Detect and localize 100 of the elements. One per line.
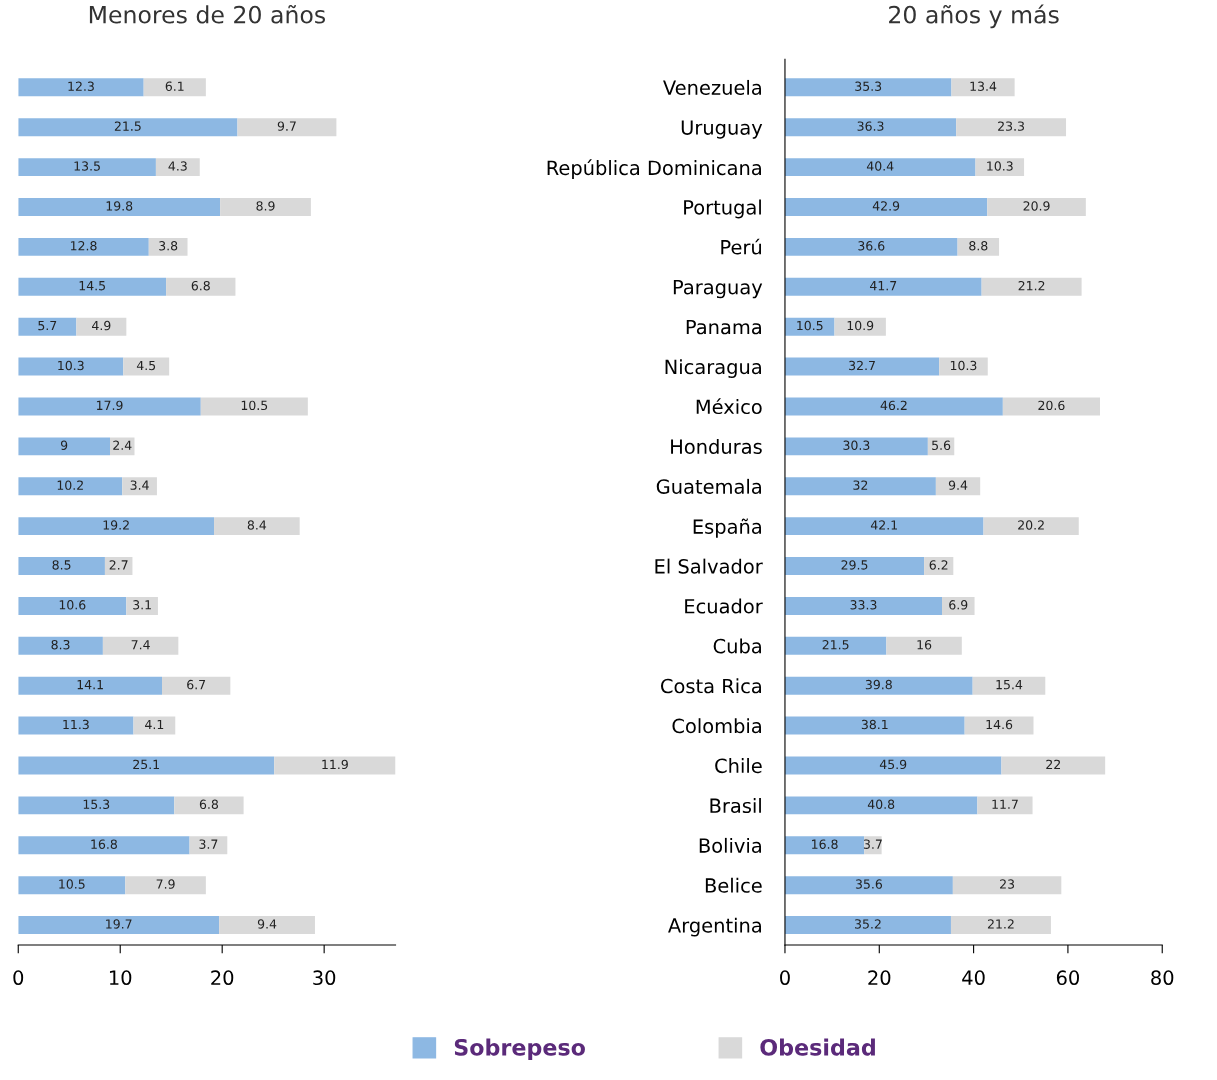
data-label: 11.9 (322, 759, 348, 770)
y-tick-label: México (696, 398, 762, 415)
data-label: 10.3 (987, 161, 1013, 171)
data-label: 8.4 (247, 520, 267, 530)
y-tick-label: Brasil (710, 797, 761, 814)
bar (784, 397, 1003, 416)
data-label: 3.7 (863, 839, 882, 849)
y-tick-label: El Salvador (655, 558, 763, 574)
data-label: 4.5 (136, 360, 156, 371)
bar (952, 876, 1062, 895)
data-label: 32.7 (849, 360, 875, 371)
bar (102, 636, 179, 655)
data-label: 2.4 (113, 440, 132, 450)
data-label: 42.9 (872, 201, 900, 211)
data-label: 20.6 (1038, 400, 1065, 411)
data-label: 4.3 (168, 161, 187, 171)
bar (214, 517, 300, 536)
x-tick-label: 0 (780, 970, 790, 986)
data-label: 10.5 (797, 320, 823, 331)
bar (784, 676, 973, 695)
bar (18, 118, 238, 137)
bar (784, 716, 965, 735)
bar (220, 198, 311, 216)
bar (784, 557, 925, 575)
bar (886, 636, 962, 655)
bar (977, 796, 1033, 815)
data-label: 35.2 (855, 919, 881, 929)
x-tick-label: 10 (109, 970, 132, 986)
data-label: 10.2 (57, 480, 83, 490)
bar (18, 477, 123, 496)
bar (972, 676, 1046, 695)
data-label: 3.7 (199, 839, 218, 849)
bar (18, 78, 144, 97)
data-label: 23 (1000, 879, 1015, 889)
data-label: 9.7 (277, 121, 296, 131)
data-label: 19.8 (106, 201, 133, 211)
bar (784, 916, 951, 935)
y-tick-label: Cuba (713, 638, 761, 654)
y-tick-label: Panama (686, 319, 761, 335)
y-tick-label: España (693, 518, 761, 538)
bar (983, 517, 1079, 536)
bar (939, 357, 988, 376)
data-label: 8.5 (52, 560, 71, 570)
data-label: 17.9 (96, 400, 123, 411)
y-tick-label: Portugal (684, 199, 761, 219)
bar (784, 437, 928, 456)
bar (784, 517, 984, 536)
data-label: 4.1 (145, 719, 164, 730)
bar (957, 237, 1000, 256)
data-label: 6.8 (199, 799, 219, 810)
y-tick-label: Belice (705, 877, 762, 893)
bar (784, 596, 942, 615)
legend-label: Sobrepeso (454, 1038, 585, 1060)
data-label: 20.9 (1023, 201, 1050, 211)
data-label: 20.2 (1018, 520, 1044, 530)
y-tick-label: Chile (715, 758, 762, 774)
data-label: 40.8 (867, 799, 895, 810)
data-label: 32 (853, 480, 868, 490)
bar (155, 158, 200, 177)
bar (784, 876, 953, 895)
data-label: 21.2 (987, 919, 1014, 929)
x-tick-label: 40 (962, 970, 985, 986)
bar (784, 277, 982, 296)
y-tick-label: Costa Rica (660, 678, 761, 694)
bar (1001, 756, 1106, 775)
bar (864, 836, 882, 855)
data-label: 11.3 (63, 719, 89, 730)
bar (166, 277, 236, 296)
data-label: 25.1 (133, 759, 159, 770)
bar (784, 118, 957, 137)
bar (942, 596, 975, 615)
data-label: 21.5 (114, 121, 141, 131)
data-label: 29.5 (841, 560, 868, 570)
data-label: 8.9 (256, 201, 275, 211)
data-label: 10.3 (950, 360, 977, 371)
bar (18, 437, 111, 456)
bar (1002, 397, 1100, 416)
data-label: 10.3 (58, 360, 84, 371)
x-tick-label: 20 (211, 970, 234, 986)
chart-title: Menores de 20 años (89, 4, 326, 24)
data-label: 6.1 (165, 81, 184, 91)
legend-label: Obesidad (760, 1038, 875, 1056)
y-tick-label: Colombia (672, 718, 761, 734)
bar (18, 237, 149, 256)
data-label: 6.2 (929, 560, 948, 570)
x-tick-label: 60 (1056, 970, 1079, 986)
y-tick-label: República Dominicana (547, 159, 761, 179)
data-label: 9.4 (948, 480, 968, 490)
bar (125, 876, 206, 895)
bar (784, 756, 1002, 775)
data-label: 41.7 (869, 281, 897, 291)
bar (122, 477, 157, 496)
data-label: 13.4 (970, 81, 997, 91)
data-label: 38.1 (861, 719, 888, 730)
bar (18, 596, 127, 615)
bar (981, 277, 1082, 296)
data-label: 15.3 (83, 799, 110, 810)
data-label: 10.6 (59, 600, 86, 610)
bar (950, 916, 1051, 935)
data-label: 19.2 (103, 520, 129, 530)
